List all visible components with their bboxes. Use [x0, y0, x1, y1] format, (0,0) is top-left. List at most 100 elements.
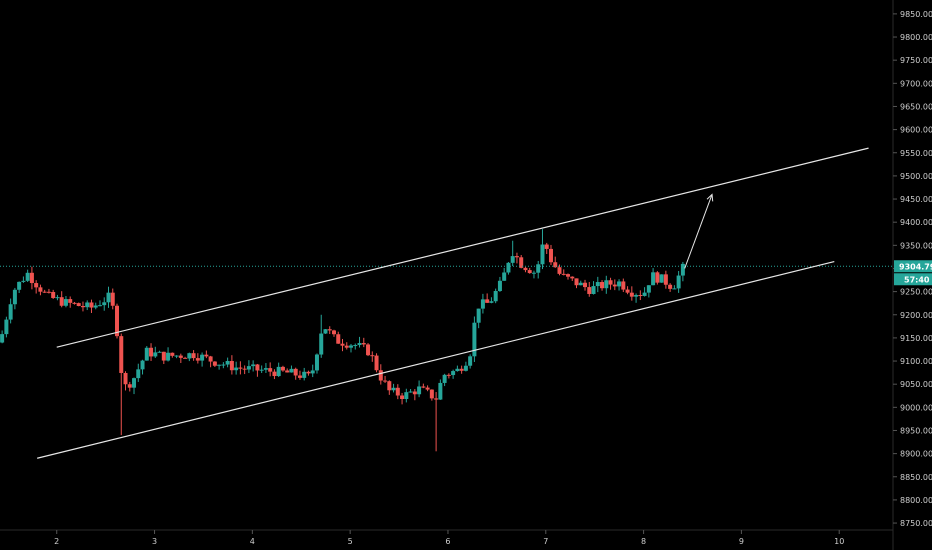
time-tick-label: 6 [445, 537, 450, 546]
candle-body [276, 366, 281, 377]
candle-body [676, 275, 681, 289]
candle-body [608, 280, 613, 285]
candle-body [383, 380, 388, 382]
candle-body [208, 356, 213, 362]
price-badges: 9304.79 57:40 [894, 260, 932, 286]
price-tick-label: 8900.00 [900, 450, 932, 459]
candle-body [361, 343, 366, 345]
candle-body [255, 364, 260, 371]
candle-body [617, 281, 622, 287]
candle-body [412, 391, 417, 395]
candle-body [93, 305, 98, 308]
candle-body [191, 353, 196, 359]
candle-body [119, 336, 124, 373]
candle-body [251, 364, 256, 367]
candle-body [523, 267, 528, 271]
candle-body [463, 365, 468, 371]
candle-body [591, 286, 596, 294]
candle-body [566, 274, 571, 277]
candle-body [319, 333, 324, 355]
candle-body [293, 368, 298, 376]
candle-body [472, 322, 477, 357]
price-tick-label: 8750.00 [900, 519, 932, 528]
candle-body [502, 272, 507, 281]
price-tick-label: 9850.00 [900, 10, 932, 19]
candle-body [468, 356, 473, 366]
time-axis[interactable]: 2 3 4 5 6 7 8 9 10 [0, 529, 893, 546]
candle-body [144, 347, 149, 361]
candle-body [370, 355, 375, 357]
candle-body [229, 361, 234, 371]
candle-body [80, 306, 85, 308]
projection-arrow-line[interactable] [684, 194, 713, 269]
candle-body [314, 354, 319, 371]
candle-body [459, 368, 464, 371]
candle-body [289, 368, 294, 373]
candle-countdown-badge [894, 273, 932, 286]
candle-body [344, 345, 349, 348]
candle-body [183, 357, 188, 359]
candle-body [42, 291, 47, 293]
candle-body [587, 287, 592, 294]
candle-body [59, 297, 64, 306]
candle-body [110, 292, 115, 306]
candle-body [659, 274, 664, 283]
candle-body [331, 330, 336, 335]
candle-body [400, 395, 405, 400]
channel-lower-trendline[interactable] [37, 260, 835, 459]
candle-body [217, 364, 222, 366]
last-price-badge [894, 260, 932, 273]
candle-body [527, 270, 532, 274]
time-tick-label: 9 [739, 537, 744, 546]
candle-body [366, 344, 371, 356]
candle-body [425, 387, 430, 390]
candle-body [438, 382, 443, 400]
candle-body [442, 374, 447, 383]
candle-body [29, 272, 34, 284]
time-tick-label: 10 [834, 537, 844, 546]
candle-body [225, 361, 230, 365]
candle-body [497, 280, 502, 292]
candle-body [132, 378, 137, 388]
candle-body [268, 368, 273, 372]
candle-body [646, 285, 651, 293]
candle-body [306, 371, 311, 374]
candle-body [417, 386, 422, 395]
price-tick-label: 9400.00 [900, 218, 932, 227]
candle-body [221, 364, 226, 366]
candle-body [280, 366, 285, 371]
candle-body [531, 272, 536, 274]
candle-body [336, 334, 341, 344]
candle-body [170, 352, 175, 356]
candle-body [263, 368, 268, 370]
candle-body [391, 387, 396, 391]
candle-body [672, 288, 677, 290]
candle-body [374, 355, 379, 371]
candle-countdown-label: 57:40 [904, 275, 930, 284]
candle-body [72, 302, 77, 304]
price-tick-label: 9450.00 [900, 195, 932, 204]
candle-body [187, 353, 192, 359]
candle-body [353, 345, 358, 347]
candle-body [378, 370, 383, 381]
candle-body [408, 391, 413, 393]
candle-body [663, 274, 668, 285]
candle-body [140, 360, 145, 370]
candle-body [153, 352, 158, 357]
price-tick-label: 9650.00 [900, 102, 932, 111]
candle-body [600, 282, 605, 289]
candle-body [493, 291, 498, 302]
time-tick-label: 4 [250, 537, 255, 546]
candle-body [680, 263, 685, 276]
candle-body [651, 272, 656, 286]
candle-body [544, 244, 549, 249]
candle-body [38, 287, 43, 292]
candle-body [297, 375, 302, 378]
channel-upper-trendline[interactable] [56, 147, 869, 348]
candle-body [97, 305, 102, 307]
candle-body [629, 292, 634, 297]
candle-body [204, 354, 209, 357]
candle-body [506, 262, 511, 273]
candle-body [115, 305, 120, 337]
